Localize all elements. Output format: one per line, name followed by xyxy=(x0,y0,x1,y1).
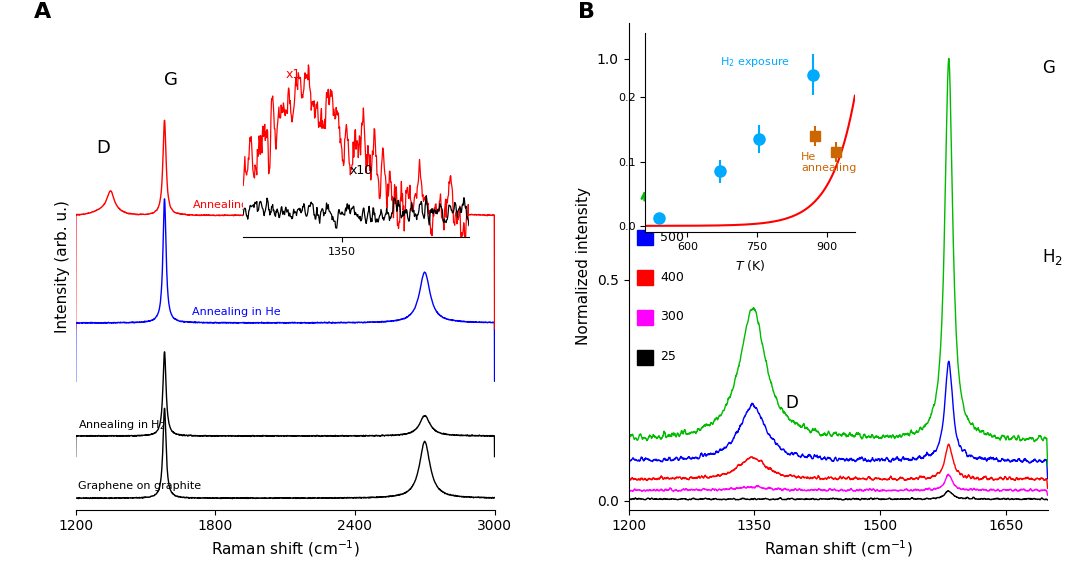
Text: 2D: 2D xyxy=(420,139,445,157)
Text: D: D xyxy=(785,394,798,412)
Text: Annealing in H$_2$: Annealing in H$_2$ xyxy=(192,197,280,211)
Text: B: B xyxy=(579,2,595,23)
Y-axis label: Normalized intensity: Normalized intensity xyxy=(577,188,592,345)
Text: Graphene on graphite: Graphene on graphite xyxy=(78,481,201,491)
Text: G: G xyxy=(164,71,178,89)
Bar xyxy=(637,230,653,245)
Text: 25: 25 xyxy=(660,350,676,363)
Bar xyxy=(637,350,653,365)
Text: A: A xyxy=(33,2,51,23)
Text: Annealing in H$_2$: Annealing in H$_2$ xyxy=(78,418,165,432)
Text: D: D xyxy=(96,139,110,157)
Text: Annealing in He: Annealing in He xyxy=(192,307,281,317)
Text: 300: 300 xyxy=(660,310,684,324)
X-axis label: Raman shift (cm$^{-1}$): Raman shift (cm$^{-1}$) xyxy=(211,539,360,559)
Text: 600 °C: 600 °C xyxy=(660,190,703,204)
Bar xyxy=(637,270,653,285)
Bar xyxy=(637,310,653,325)
Text: 400: 400 xyxy=(660,270,684,284)
Text: G: G xyxy=(1042,58,1054,76)
Text: H$_2$: H$_2$ xyxy=(1042,247,1063,267)
Text: 500: 500 xyxy=(660,230,684,244)
Y-axis label: Intensity (arb. u.): Intensity (arb. u.) xyxy=(55,200,70,333)
X-axis label: Raman shift (cm$^{-1}$): Raman shift (cm$^{-1}$) xyxy=(764,539,913,559)
